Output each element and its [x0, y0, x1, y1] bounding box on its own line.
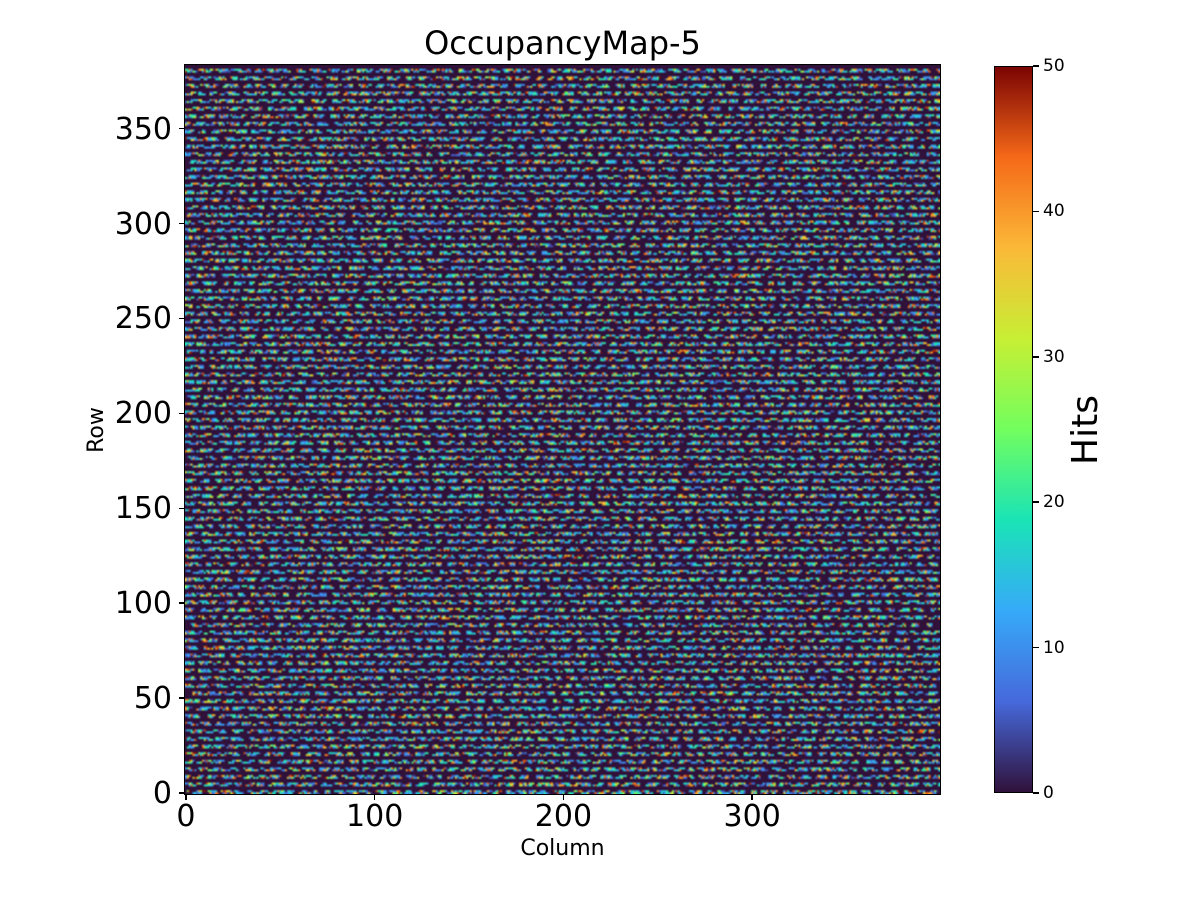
colorbar-tick-mark — [1033, 501, 1039, 503]
colorbar-tick-mark — [1033, 65, 1039, 67]
x-tick-mark — [751, 794, 753, 800]
colorbar-tick-label: 40 — [1043, 201, 1065, 222]
colorbar-tick-label: 30 — [1043, 346, 1065, 367]
colorbar-tick-label: 20 — [1043, 492, 1065, 513]
chart-title: OccupancyMap-5 — [424, 24, 701, 62]
colorbar-tick-mark — [1033, 356, 1039, 358]
y-tick-mark — [179, 412, 185, 415]
y-tick-label: 350 — [114, 111, 172, 147]
x-tick-mark — [562, 794, 565, 800]
colorbar — [994, 66, 1033, 793]
colorbar-tick-mark — [1033, 210, 1039, 213]
x-tick-label: 100 — [346, 799, 404, 834]
x-tick-label: 0 — [176, 799, 196, 834]
y-tick-label: 50 — [133, 681, 172, 717]
y-tick-label: 0 — [152, 776, 172, 812]
heatmap-canvas — [184, 64, 941, 795]
y-tick-label: 200 — [114, 396, 172, 432]
colorbar-tick-mark — [1033, 792, 1039, 794]
y-tick-label: 250 — [114, 301, 172, 337]
y-tick-label: 300 — [114, 206, 172, 242]
colorbar-label: Hits — [1065, 395, 1106, 465]
x-tick-label: 300 — [723, 799, 781, 834]
y-tick-mark — [179, 792, 185, 794]
y-tick-label: 150 — [114, 491, 172, 527]
y-tick-label: 100 — [114, 586, 172, 622]
colorbar-tick-label: 10 — [1043, 637, 1065, 658]
y-tick-mark — [179, 127, 185, 130]
x-axis-label: Column — [520, 836, 605, 861]
x-tick-mark — [185, 794, 187, 800]
y-tick-mark — [179, 317, 185, 320]
colorbar-tick-label: 50 — [1043, 56, 1065, 76]
y-axis-label: Row — [84, 407, 109, 453]
y-tick-mark — [179, 507, 185, 510]
x-tick-mark — [373, 794, 376, 800]
colorbar-tick-label: 0 — [1043, 783, 1054, 803]
y-tick-mark — [179, 222, 185, 225]
y-tick-mark — [179, 602, 185, 604]
colorbar-tick-mark — [1033, 646, 1039, 649]
y-tick-mark — [179, 697, 185, 699]
x-tick-label: 200 — [534, 799, 593, 834]
